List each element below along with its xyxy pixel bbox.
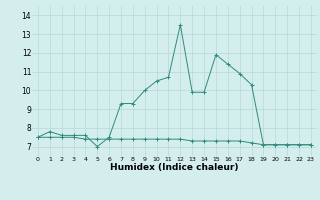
X-axis label: Humidex (Indice chaleur): Humidex (Indice chaleur) [110,163,239,172]
